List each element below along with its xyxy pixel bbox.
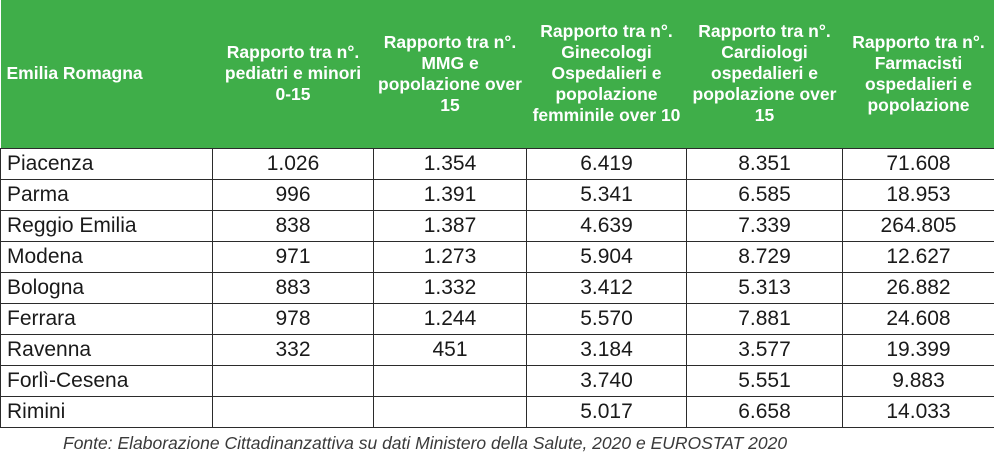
cell-cardiologi: 5.313 — [686, 271, 843, 304]
cell-ginecologi: 4.639 — [526, 209, 687, 242]
header-pediatri: Rapporto tra n°. pediatri e minori 0-15 — [212, 0, 374, 148]
cell-cardiologi: 7.881 — [686, 302, 843, 335]
cell-pediatri: 996 — [212, 178, 374, 211]
header-row: Emilia Romagna Rapporto tra n°. pediatri… — [0, 0, 994, 148]
cell-farmacisti: 14.033 — [842, 395, 994, 428]
cell-farmacisti: 19.399 — [842, 333, 994, 366]
cell-farmacisti: 264.805 — [842, 209, 994, 242]
cell-mmg — [373, 364, 527, 397]
cell-farmacisti: 24.608 — [842, 302, 994, 335]
cell-ginecologi: 6.419 — [526, 147, 687, 180]
cell-mmg: 1.387 — [373, 209, 527, 242]
cell-province: Reggio Emilia — [0, 209, 213, 242]
table-row: Rimini 5.017 6.658 14.033 — [0, 395, 994, 428]
cell-cardiologi: 7.339 — [686, 209, 843, 242]
cell-province: Parma — [0, 178, 213, 211]
table-row: Parma 996 1.391 5.341 6.585 18.953 — [0, 178, 994, 211]
cell-province: Forlì-Cesena — [0, 364, 213, 397]
cell-pediatri: 883 — [212, 271, 374, 304]
header-region: Emilia Romagna — [0, 0, 213, 148]
cell-ginecologi: 3.412 — [526, 271, 687, 304]
table-row: Forlì-Cesena 3.740 5.551 9.883 — [0, 364, 994, 397]
source-note: Fonte: Elaborazione Cittadinanzattiva su… — [63, 433, 788, 453]
cell-pediatri: 971 — [212, 240, 374, 273]
cell-pediatri: 978 — [212, 302, 374, 335]
cell-cardiologi: 8.351 — [686, 147, 843, 180]
cell-province: Modena — [0, 240, 213, 273]
cell-province: Piacenza — [0, 147, 213, 180]
header-ginecologi: Rapporto tra n°. Ginecologi Ospedalieri … — [526, 0, 687, 148]
cell-province: Ravenna — [0, 333, 213, 366]
data-table: Emilia Romagna Rapporto tra n°. pediatri… — [0, 0, 994, 428]
table-row: Bologna 883 1.332 3.412 5.313 26.882 — [0, 271, 994, 304]
cell-ginecologi: 3.184 — [526, 333, 687, 366]
cell-cardiologi: 6.658 — [686, 395, 843, 428]
cell-province: Ferrara — [0, 302, 213, 335]
cell-pediatri — [212, 395, 374, 428]
cell-farmacisti: 71.608 — [842, 147, 994, 180]
table-row: Ferrara 978 1.244 5.570 7.881 24.608 — [0, 302, 994, 335]
table-row: Modena 971 1.273 5.904 8.729 12.627 — [0, 240, 994, 273]
data-table-container: Emilia Romagna Rapporto tra n°. pediatri… — [0, 0, 994, 428]
cell-cardiologi: 5.551 — [686, 364, 843, 397]
cell-ginecologi: 3.740 — [526, 364, 687, 397]
table-row: Ravenna 332 451 3.184 3.577 19.399 — [0, 333, 994, 366]
cell-mmg — [373, 395, 527, 428]
cell-ginecologi: 5.904 — [526, 240, 687, 273]
cell-province: Rimini — [0, 395, 213, 428]
header-mmg: Rapporto tra n°. MMG e popolazione over … — [373, 0, 527, 148]
cell-mmg: 1.354 — [373, 147, 527, 180]
cell-pediatri: 332 — [212, 333, 374, 366]
cell-farmacisti: 12.627 — [842, 240, 994, 273]
header-cardiologi: Rapporto tra n°. Cardiologi ospedalieri … — [686, 0, 843, 148]
cell-farmacisti: 18.953 — [842, 178, 994, 211]
cell-ginecologi: 5.341 — [526, 178, 687, 211]
cell-mmg: 1.273 — [373, 240, 527, 273]
cell-pediatri: 1.026 — [212, 147, 374, 180]
cell-pediatri: 838 — [212, 209, 374, 242]
cell-farmacisti: 26.882 — [842, 271, 994, 304]
cell-cardiologi: 6.585 — [686, 178, 843, 211]
cell-mmg: 1.244 — [373, 302, 527, 335]
cell-cardiologi: 3.577 — [686, 333, 843, 366]
cell-cardiologi: 8.729 — [686, 240, 843, 273]
cell-farmacisti: 9.883 — [842, 364, 994, 397]
cell-ginecologi: 5.017 — [526, 395, 687, 428]
cell-mmg: 1.391 — [373, 178, 527, 211]
cell-mmg: 451 — [373, 333, 527, 366]
table-row: Piacenza 1.026 1.354 6.419 8.351 71.608 — [0, 147, 994, 180]
cell-pediatri — [212, 364, 374, 397]
cell-province: Bologna — [0, 271, 213, 304]
cell-mmg: 1.332 — [373, 271, 527, 304]
header-farmacisti: Rapporto tra n°. Farmacisti ospedalieri … — [842, 0, 994, 148]
cell-ginecologi: 5.570 — [526, 302, 687, 335]
table-row: Reggio Emilia 838 1.387 4.639 7.339 264.… — [0, 209, 994, 242]
